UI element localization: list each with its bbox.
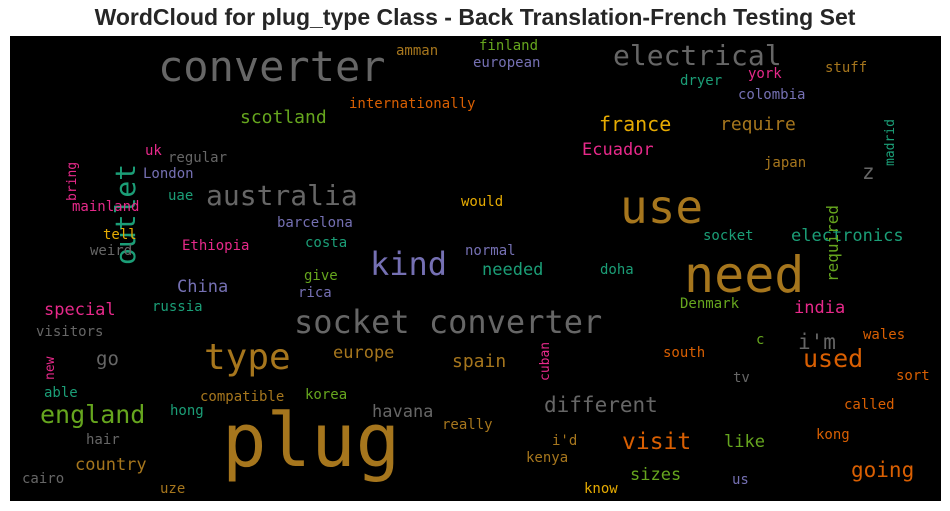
word-know: know xyxy=(584,481,618,497)
word-scotland: scotland xyxy=(240,107,327,128)
word-europe: europe xyxy=(333,343,395,363)
word-called: called xyxy=(844,397,895,413)
word-need: need xyxy=(684,246,805,304)
word-normal: normal xyxy=(465,243,516,259)
word-amman: amman xyxy=(396,43,439,59)
word-tv: tv xyxy=(733,370,750,386)
wordcloud-canvas: plug need use converter socket converter type… xyxy=(10,36,941,501)
word-electrical: electrical xyxy=(613,39,782,72)
word-european: european xyxy=(473,55,541,71)
word-us: us xyxy=(732,472,749,488)
word-cairo: cairo xyxy=(22,471,65,487)
word-new: new xyxy=(43,356,58,381)
word-bring: bring xyxy=(65,161,80,201)
word-uae: uae xyxy=(168,188,194,204)
word-like: like xyxy=(724,432,765,452)
word-kong: kong xyxy=(816,427,850,443)
word-havana: havana xyxy=(372,402,434,422)
word-england: england xyxy=(40,400,146,429)
word-really: really xyxy=(442,417,493,433)
word-barcelona: barcelona xyxy=(277,215,353,231)
word-colombia: colombia xyxy=(738,87,806,103)
word-i-d: i'd xyxy=(552,433,578,449)
word-india: india xyxy=(794,298,846,318)
word-c: c xyxy=(756,332,765,348)
word-needed: needed xyxy=(482,260,544,280)
word-kind: kind xyxy=(370,245,448,283)
word-sizes: sizes xyxy=(630,465,682,485)
word-london: London xyxy=(143,166,194,182)
word-hong: hong xyxy=(170,403,204,419)
word-z: z xyxy=(862,160,875,184)
word-required: required xyxy=(823,204,842,282)
word-cuban: cuban xyxy=(538,341,553,381)
word-korea: korea xyxy=(305,387,348,403)
word-used: used xyxy=(803,344,864,373)
word-france: france xyxy=(599,112,672,136)
word-require: require xyxy=(720,114,796,135)
word-south: south xyxy=(663,345,706,361)
word-socket: socket xyxy=(703,228,754,244)
word-dryer: dryer xyxy=(680,73,723,89)
word-china: China xyxy=(177,277,229,297)
word-uk: uk xyxy=(145,143,162,159)
word-compatible: compatible xyxy=(200,389,285,405)
word-stuff: stuff xyxy=(825,60,868,76)
word-going: going xyxy=(851,458,915,482)
word-i-m: i'm xyxy=(798,330,836,354)
word-madrid: madrid xyxy=(883,118,898,166)
word-denmark: Denmark xyxy=(680,296,740,312)
word-converter: converter xyxy=(158,42,386,91)
word-go: go xyxy=(96,348,119,370)
word-would: would xyxy=(461,194,504,210)
word-york: york xyxy=(748,66,782,82)
word-kenya: kenya xyxy=(526,450,569,466)
word-country: country xyxy=(75,455,147,475)
word-uze: uze xyxy=(160,481,186,497)
word-costa: costa xyxy=(305,235,348,251)
word-type: type xyxy=(204,337,291,378)
word-wales: wales xyxy=(863,327,906,343)
word-different: different xyxy=(544,393,658,417)
word-give: give xyxy=(304,268,338,284)
word-special: special xyxy=(44,300,116,320)
word-doha: doha xyxy=(600,262,634,278)
word-electronics: electronics xyxy=(791,226,904,246)
word-regular: regular xyxy=(168,150,228,166)
word-able: able xyxy=(44,385,78,401)
word-spain: spain xyxy=(452,351,507,372)
word-visitors: visitors xyxy=(36,324,104,340)
word-use: use xyxy=(620,180,704,234)
word-tell: tell xyxy=(103,227,137,243)
word-hair: hair xyxy=(86,432,120,448)
word-australia: australia xyxy=(206,179,358,212)
word-ethiopia: Ethiopia xyxy=(182,238,250,254)
word-sort: sort xyxy=(896,368,930,384)
word-mainland: mainland xyxy=(72,199,140,215)
word-plug: plug xyxy=(222,398,401,484)
word-finland: finland xyxy=(479,38,539,54)
word-weird: weird xyxy=(90,243,133,259)
word-rica: rica xyxy=(298,285,332,301)
word-russia: russia xyxy=(152,299,203,315)
word-internationally: internationally xyxy=(349,96,476,112)
word-socket-converter: socket converter xyxy=(294,303,603,341)
word-ecuador: Ecuador xyxy=(582,140,654,160)
word-visit: visit xyxy=(622,429,692,455)
word-japan: japan xyxy=(764,155,807,171)
chart-title: WordCloud for plug_type Class - Back Tra… xyxy=(94,4,856,30)
